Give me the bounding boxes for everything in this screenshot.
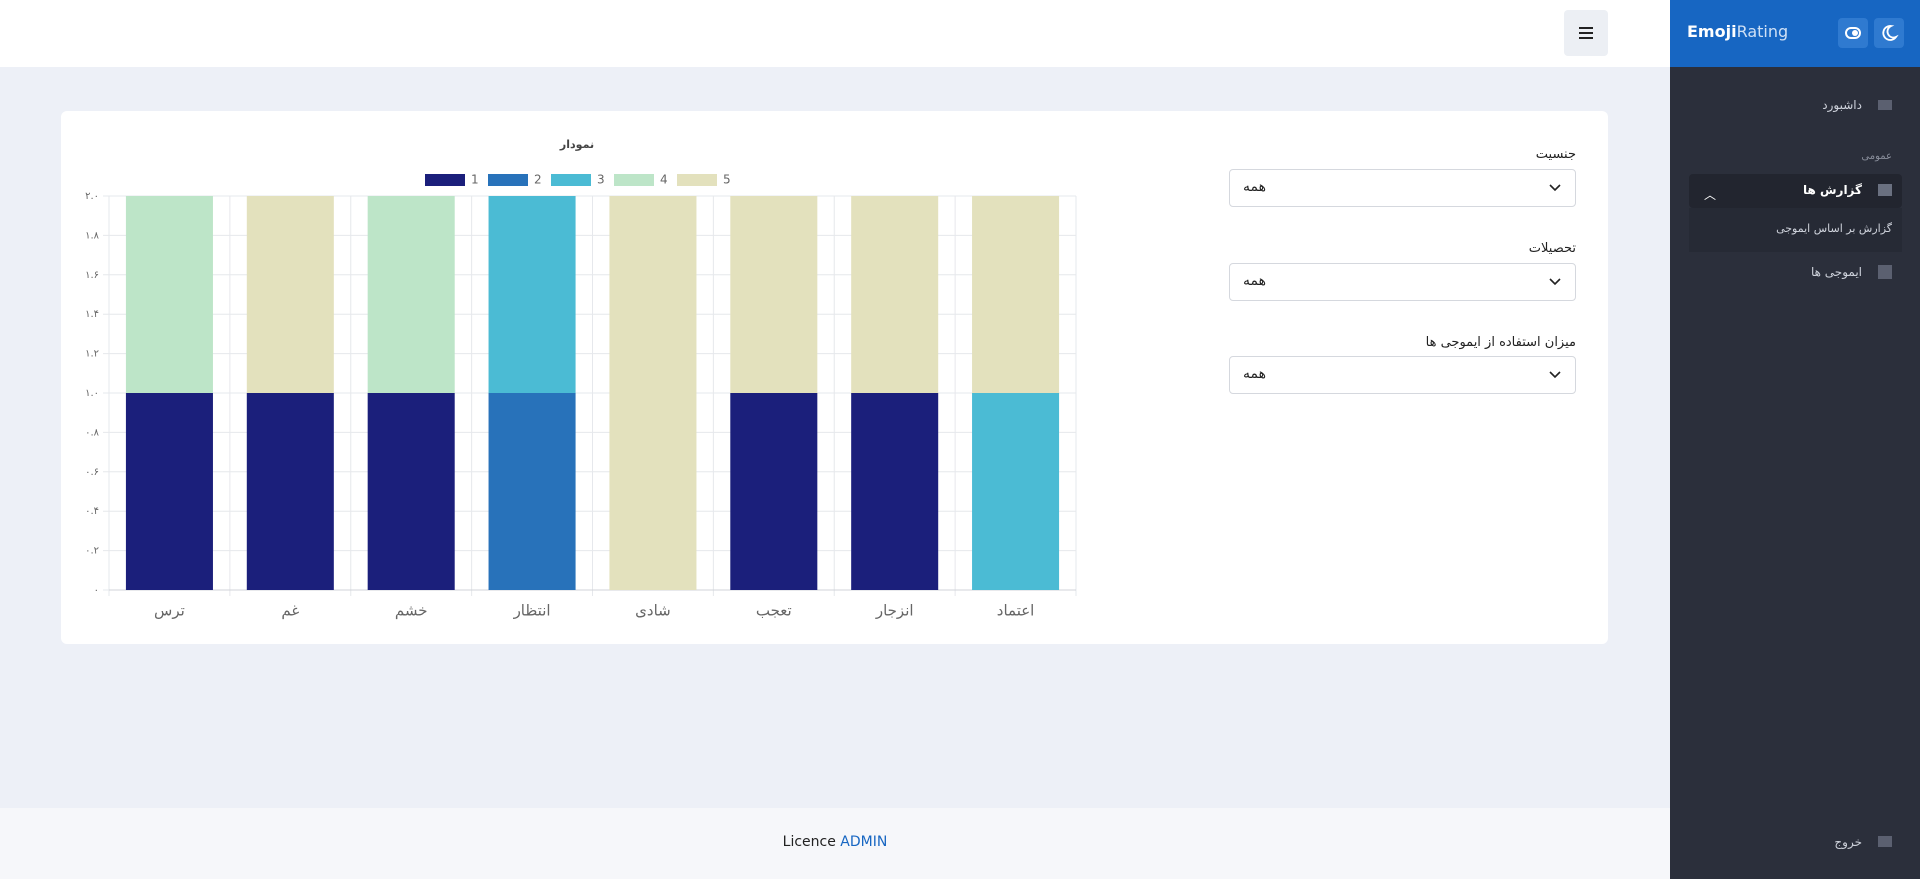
- bar-segment: [246, 196, 334, 393]
- legend-swatch: [677, 174, 717, 186]
- y-tick-label: ۱.۶: [85, 270, 99, 281]
- x-tick-label: انزجار: [875, 602, 914, 620]
- submenu: [1689, 208, 1902, 252]
- x-tick-label: انتظار: [513, 602, 551, 620]
- sidebar: EmojiRating داشبورد عمومی گزارش ها ︿ گزا…: [1670, 0, 1920, 879]
- menu-button[interactable]: [1564, 10, 1608, 56]
- card: نمودار ۰ ۰.۲ ۰.۴ ۰.۶ ۰.۸ ۱.۰ ۱.۲ ۱.۴ ۱.۶ ۱.۸ ۲.۰ تر…: [61, 111, 1608, 644]
- filter-label: جنسیت: [1535, 147, 1576, 162]
- legend-swatch: [551, 174, 591, 186]
- legend-swatch: [488, 174, 528, 186]
- y-tick-label: ۱.۰: [85, 388, 99, 399]
- y-tick-label: ۰.۶: [85, 467, 99, 478]
- brand-bold: Emoji: [1687, 22, 1737, 41]
- bar-segment: [972, 393, 1060, 590]
- bar-segment: [488, 196, 576, 393]
- y-tick-label: ۰.۸: [85, 427, 100, 438]
- footer-text: Licence: [782, 834, 836, 850]
- filter-label: تحصیلات: [1528, 241, 1576, 256]
- y-tick-label: ۱.۲: [85, 349, 99, 360]
- menu-section: عمومی: [1861, 151, 1892, 162]
- bar-segment: [367, 393, 455, 590]
- bar-segment: [367, 196, 455, 393]
- toggle-button[interactable]: [1838, 18, 1868, 48]
- theme-button[interactable]: [1874, 18, 1904, 48]
- x-tick-label: تعجب: [756, 602, 792, 620]
- x-tick-label: خشم: [395, 602, 428, 620]
- icon: [1878, 265, 1892, 279]
- y-tick-label: ۱.۸: [85, 230, 100, 241]
- legend-swatch: [614, 174, 654, 186]
- bar-segment: [125, 196, 213, 393]
- select-value: همه: [1243, 366, 1266, 382]
- y-tick-label: ۲.۰: [85, 191, 99, 202]
- select-value: همه: [1243, 273, 1266, 289]
- menu-reports[interactable]: گزارش ها: [1802, 183, 1862, 197]
- menu-active: [1689, 174, 1902, 208]
- top-bar: [0, 0, 1670, 67]
- bar-segment: [851, 393, 939, 590]
- legend-label: 1: [471, 173, 479, 187]
- footer-link[interactable]: ADMIN: [840, 834, 888, 850]
- bar-segment: [851, 196, 939, 393]
- legend-swatch: [425, 174, 465, 186]
- icon: [1878, 184, 1892, 196]
- menu-emojis[interactable]: ایموجی ها: [1810, 265, 1862, 279]
- y-tick-label: ۱.۴: [85, 309, 99, 320]
- icon: [1878, 836, 1892, 847]
- brand-light: Rating: [1736, 22, 1789, 41]
- filter-select[interactable]: همه: [1229, 169, 1576, 207]
- legend-label: 4: [660, 173, 668, 187]
- x-tick-label: شادی: [635, 602, 671, 620]
- bar-segment: [125, 393, 213, 590]
- select-value: همه: [1243, 179, 1266, 195]
- bar-segment: [609, 196, 697, 590]
- y-tick-label: ۰.۴: [85, 506, 99, 517]
- icon: [1878, 100, 1892, 110]
- footer: Licence ADMIN: [0, 808, 1670, 879]
- chart-title: نمودار: [559, 138, 594, 151]
- legend-label: 5: [723, 173, 731, 187]
- bar-segment: [972, 196, 1060, 393]
- menu-dashboard[interactable]: داشبورد: [1822, 98, 1862, 112]
- bar-segment: [246, 393, 334, 590]
- filter-select[interactable]: همه: [1229, 263, 1576, 301]
- bar-segment: [730, 393, 818, 590]
- menu-logout[interactable]: خروج: [1834, 835, 1862, 849]
- bar-segment: [488, 393, 576, 590]
- brand[interactable]: EmojiRating: [1687, 22, 1788, 41]
- chevron: ︿: [1704, 188, 1717, 202]
- sidebar-header: EmojiRating: [1670, 0, 1920, 67]
- x-tick-label: اعتماد: [997, 602, 1035, 620]
- filter-label: میزان استفاده از ایموجی ها: [1425, 335, 1576, 350]
- bar-segment: [730, 196, 818, 393]
- legend-label: 3: [597, 173, 605, 187]
- y-tick-label: ۰.۲: [85, 546, 99, 557]
- y-tick-label: ۰: [94, 585, 99, 596]
- menu-reports-sub[interactable]: گزارش بر اساس ایموجی: [1776, 222, 1892, 235]
- chart: نمودار ۰ ۰.۲ ۰.۴ ۰.۶ ۰.۸ ۱.۰ ۱.۲ ۱.۴ ۱.۶ ۱.۸ ۲.۰ تر…: [85, 138, 1077, 620]
- x-tick-label: غم: [281, 602, 299, 620]
- filter-select[interactable]: همه: [1229, 356, 1576, 394]
- x-tick-label: ترس: [154, 602, 185, 620]
- legend-label: 2: [534, 173, 542, 187]
